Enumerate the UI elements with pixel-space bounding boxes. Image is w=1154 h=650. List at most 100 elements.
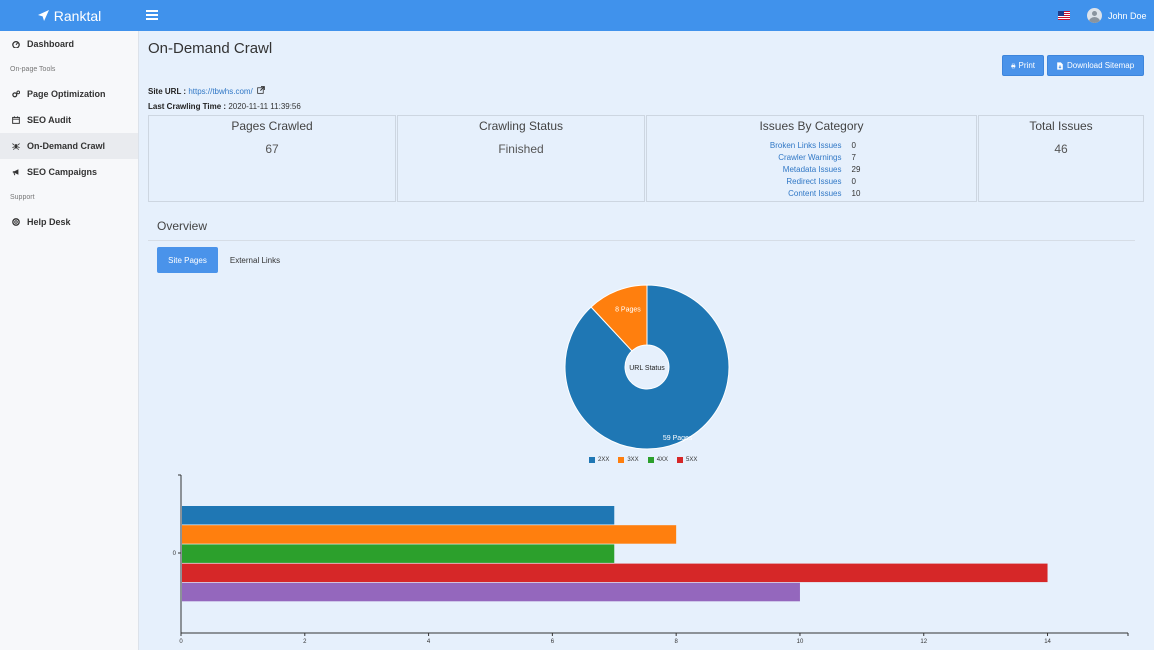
issues-by-category-card: Issues By Category Broken Links Issues 0 C… <box>646 115 977 202</box>
sidebar-section-label: On-page Tools <box>10 65 56 73</box>
tab-site-pages[interactable]: Site Pages <box>157 247 218 273</box>
issue-category-link[interactable]: Redirect Issues <box>786 177 842 186</box>
legend-item-5xx[interactable]: 5XX <box>677 457 697 463</box>
legend-label: 5XX <box>686 457 698 463</box>
print-label: Print <box>1018 61 1035 70</box>
crawl-stats-panel: Pages Crawled 67 Crawling Status Finishe… <box>148 115 1144 202</box>
bar-series-4[interactable] <box>182 582 800 602</box>
chart-legend: 2XX 3XX 4XX 5XX <box>589 457 697 463</box>
total-issues-value: 46 <box>1054 142 1068 156</box>
us-flag-icon[interactable] <box>1058 11 1070 20</box>
sidebar-item-dashboard[interactable]: Dashboard <box>0 31 138 57</box>
issue-category-row: Metadata Issues 29 <box>647 165 976 177</box>
crawling-status-label: Crawling Status <box>478 119 564 133</box>
pie-slice-3xx[interactable] <box>590 284 648 352</box>
site-url-link[interactable]: https://tbwhs.com/ <box>188 87 253 96</box>
issue-category-link[interactable]: Metadata Issues <box>782 165 842 174</box>
bar-series-2[interactable] <box>182 544 615 563</box>
pages-crawled-card: Pages Crawled 67 <box>148 115 396 202</box>
sidebar-item-on-demand-crawl[interactable]: On-Demand Crawl <box>0 133 138 159</box>
legend-label: 2XX <box>598 457 610 463</box>
sidebar-item-seo-audit[interactable]: SEO Audit <box>0 107 138 133</box>
sidebar-section-label: Support <box>10 193 35 201</box>
sidebar: Dashboard On-page Tools Page Optimization S… <box>0 31 139 650</box>
issue-category-link[interactable]: Crawler Warnings <box>778 153 842 162</box>
sidebar-item-label: On-Demand Crawl <box>27 141 106 151</box>
issue-category-row: Redirect Issues 0 <box>647 177 976 189</box>
user-name: John Doe <box>1108 10 1147 21</box>
file-download-icon <box>1057 61 1063 70</box>
last-crawl-time: 2020-11-11 11:39:56 <box>228 102 301 111</box>
crawling-status-card: Crawling Status Finished <box>397 115 645 202</box>
url-status-pie-chart: 59 Pages 8 Pages URL Status <box>564 284 730 450</box>
download-sitemap-label: Download Sitemap <box>1067 61 1135 70</box>
dashboard-icon <box>12 40 20 48</box>
issue-category-row: Crawler Warnings 7 <box>647 153 976 165</box>
overview-heading: Overview <box>157 219 208 233</box>
x-tick-label: 2 <box>303 639 307 645</box>
sidebar-item-page-optimization[interactable]: Page Optimization <box>0 81 138 107</box>
x-tick-label: 0 <box>179 639 183 645</box>
life-ring-icon <box>12 218 20 226</box>
spider-icon <box>12 143 20 150</box>
bar-series-1[interactable] <box>182 525 677 544</box>
print-button[interactable]: Print <box>1002 55 1044 76</box>
sidebar-item-label: SEO Campaigns <box>27 167 98 177</box>
last-crawl-label: Last Crawling Time : <box>148 102 227 111</box>
site-url-row: Site URL : https://tbwhs.com/ <box>148 86 265 96</box>
download-sitemap-button[interactable]: Download Sitemap <box>1047 55 1144 76</box>
issues-by-category-label: Issues By Category <box>759 119 864 133</box>
brand-logo[interactable]: Ranktal <box>0 0 139 31</box>
sidebar-item-seo-campaigns[interactable]: SEO Campaigns <box>0 159 138 185</box>
legend-label: 4XX <box>656 457 669 463</box>
x-tick-label: 4 <box>427 639 431 645</box>
pie-slice-label: 8 Pages <box>615 307 641 314</box>
sidebar-item-label: SEO Audit <box>27 115 72 125</box>
legend-swatch <box>677 457 684 463</box>
pages-crawled-value: 67 <box>265 142 279 156</box>
avatar <box>1087 8 1102 23</box>
external-link-icon[interactable] <box>257 86 265 94</box>
sidebar-item-label: Page Optimization <box>27 89 106 99</box>
user-menu[interactable]: John Doe <box>1087 8 1147 23</box>
sidebar-item-label: Dashboard <box>27 39 75 49</box>
bullhorn-icon <box>12 169 19 176</box>
divider <box>148 240 1135 241</box>
issue-category-row: Content Issues 10 <box>647 189 976 201</box>
legend-swatch <box>589 457 595 463</box>
total-issues-label: Total Issues <box>1029 119 1093 133</box>
legend-item-4xx[interactable]: 4XX <box>647 457 669 463</box>
pie-slice-label: 59 Pages <box>663 435 693 442</box>
menu-toggle-icon[interactable] <box>146 8 158 22</box>
x-tick-label: 8 <box>674 639 678 645</box>
calendar-icon <box>12 116 20 124</box>
issue-category-count: 7 <box>851 153 856 162</box>
top-navbar: Ranktal John Doe <box>0 0 1154 31</box>
brand-name: Ranktal <box>53 7 102 24</box>
issue-category-link[interactable]: Content Issues <box>788 189 842 198</box>
page-title: On-Demand Crawl <box>148 40 273 57</box>
issue-category-row: Broken Links Issues 0 <box>647 141 976 153</box>
total-issues-card: Total Issues 46 <box>978 115 1144 202</box>
issue-category-count: 29 <box>851 165 861 174</box>
sidebar-item-help-desk[interactable]: Help Desk <box>0 209 138 235</box>
issue-category-link[interactable]: Broken Links Issues <box>769 141 842 150</box>
issue-category-count: 0 <box>851 177 856 186</box>
bar-series-3[interactable] <box>182 563 1048 583</box>
pie-center-label: URL Status <box>629 365 665 372</box>
status-bar-chart: 0 0 2 4 6 8 10 12 14 <box>173 474 1129 645</box>
x-tick-label: 14 <box>1044 639 1051 645</box>
y-tick-label: 0 <box>173 551 177 557</box>
issue-category-count: 0 <box>851 141 856 150</box>
site-url-label: Site URL : <box>148 87 187 96</box>
x-tick-label: 10 <box>797 639 804 645</box>
print-icon <box>1011 63 1016 68</box>
legend-item-2xx[interactable]: 2XX <box>589 457 609 463</box>
legend-item-3xx[interactable]: 3XX <box>618 457 639 463</box>
legend-label: 3XX <box>627 457 639 463</box>
issue-category-list: Broken Links Issues 0 Crawler Warnings 7 Met… <box>647 141 976 201</box>
bar-series-0[interactable] <box>182 506 615 525</box>
tab-external-links[interactable]: External Links <box>229 255 281 265</box>
cogs-icon <box>12 90 20 98</box>
pie-slice-2xx[interactable] <box>564 284 730 450</box>
